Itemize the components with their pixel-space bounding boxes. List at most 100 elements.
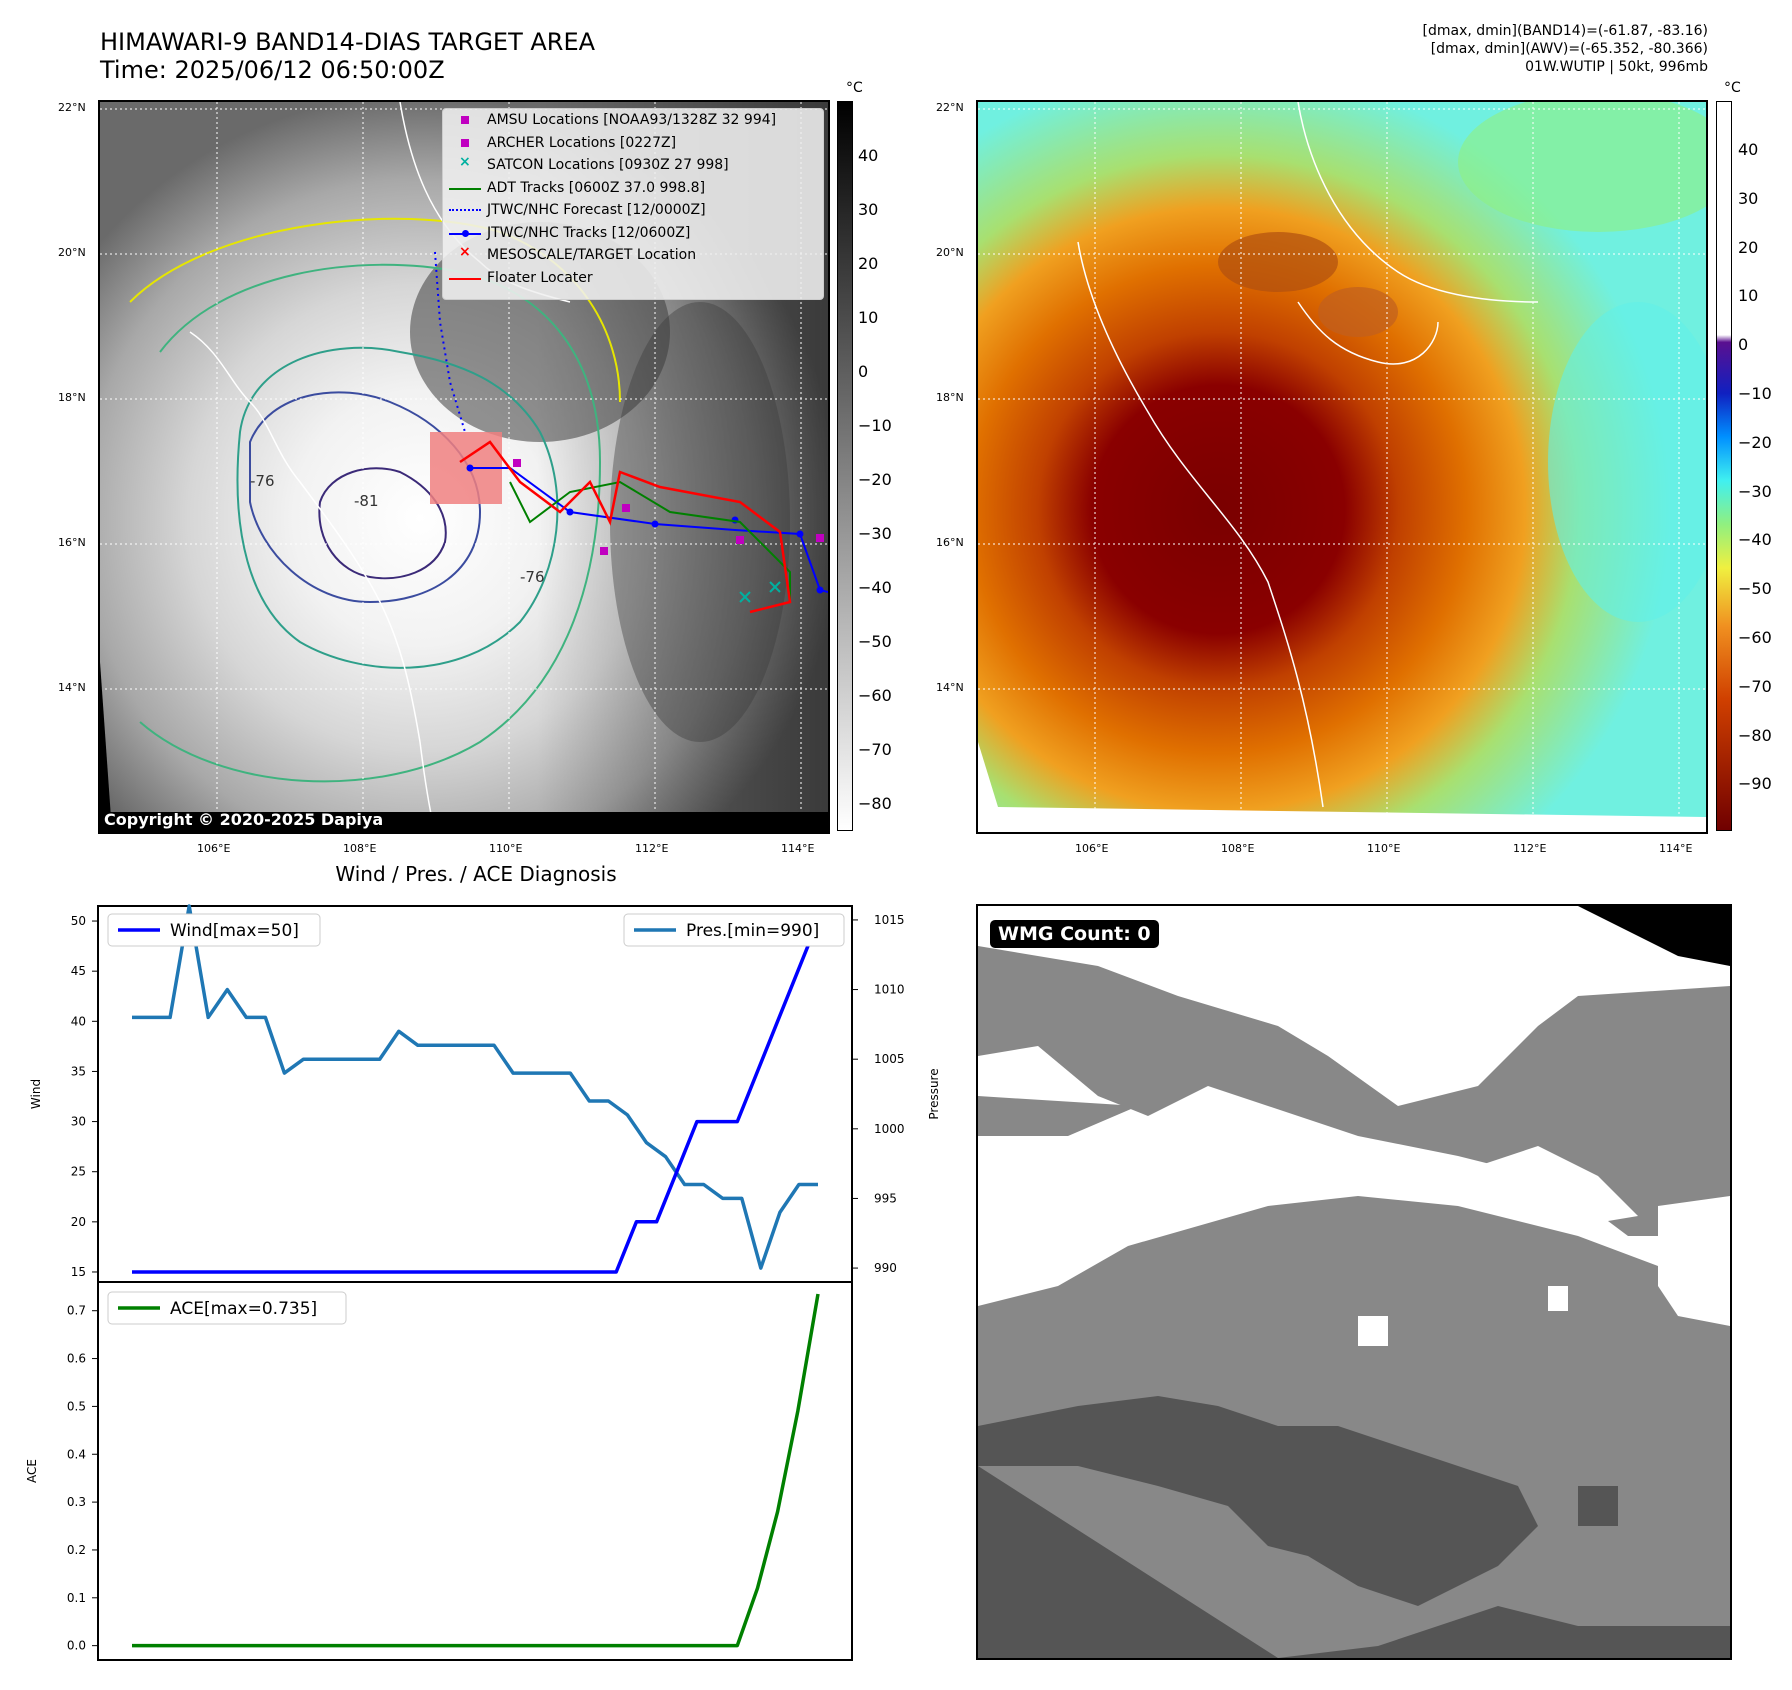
- legend-swatch: ×: [459, 154, 471, 171]
- pressure-legend-box: [623, 913, 845, 947]
- lat-label: 22°N: [58, 101, 86, 114]
- legend-label: ADT Tracks [0600Z 37.0 998.8]: [487, 179, 706, 196]
- jtwc-track-points: [466, 464, 824, 594]
- legend-label: AMSU Locations [NOAA93/1328Z 32 994]: [487, 112, 777, 129]
- colorbar-tick: −30: [1738, 481, 1772, 501]
- legend-entry: × SATCON Locations [0930Z 27 998]: [443, 154, 823, 177]
- ace-line: [132, 1293, 820, 1648]
- wmg-count-badge: WMG Count: 0: [990, 920, 1159, 948]
- legend-entry: ADT Tracks [0600Z 37.0 998.8]: [443, 177, 823, 200]
- wind-pressure-axes: [97, 905, 853, 1283]
- storm-info: 01W.WUTIP | 50kt, 996mb: [1525, 59, 1708, 75]
- colorbar-tick: −80: [858, 794, 892, 813]
- colorbar-tick: 20: [858, 254, 879, 273]
- lon-label: 106°E: [197, 842, 231, 855]
- legend-entry: JTWC/NHC Tracks [12/0600Z]: [443, 222, 823, 245]
- lat-label: 18°N: [936, 391, 964, 404]
- colorbar-unit: °C: [1724, 80, 1741, 96]
- colorbar-tick: −40: [1738, 530, 1772, 550]
- lat-label: 14°N: [936, 681, 964, 694]
- ace-axis-label: ACE: [25, 1459, 39, 1483]
- lat-label: 18°N: [58, 391, 86, 404]
- contour-label: -81: [354, 492, 379, 510]
- wind-tick-label: 20: [71, 1215, 86, 1229]
- ace-tick-label: 0.5: [67, 1399, 86, 1413]
- lat-label: 20°N: [58, 246, 86, 259]
- wind-tick-label: 45: [71, 964, 86, 978]
- pressure-tick-label: 990: [874, 1261, 897, 1275]
- lon-label: 112°E: [1513, 842, 1547, 855]
- track-legend: AMSU Locations [NOAA93/1328Z 32 994] ARCH…: [442, 108, 824, 300]
- wind-tick-label: 50: [71, 914, 86, 928]
- legend-label: ARCHER Locations [0227Z]: [487, 134, 677, 151]
- colorbar-unit: °C: [846, 80, 863, 96]
- legend-entry: JTWC/NHC Forecast [12/0000Z]: [443, 199, 823, 222]
- wind-tick-label: 25: [71, 1165, 86, 1179]
- colorbar-tick: −50: [1738, 579, 1772, 599]
- pressure-tick-label: 1000: [874, 1122, 905, 1136]
- colorbar-tick: 10: [1738, 286, 1759, 306]
- jtwc-track: [470, 467, 828, 593]
- pressure-tick-label: 1010: [874, 983, 905, 997]
- ace-legend-box: [107, 1291, 347, 1325]
- colorbar-tick: −10: [858, 416, 892, 435]
- colorbar-tick: −70: [858, 740, 892, 759]
- wind-line: [132, 920, 820, 1274]
- legend-swatch: [443, 180, 487, 196]
- awv-map: [976, 100, 1708, 834]
- gray-colorbar: [837, 101, 853, 831]
- colorbar-tick: −20: [858, 470, 892, 489]
- jtwc-forecast-track: [434, 251, 466, 433]
- legend-swatch: [443, 112, 487, 128]
- legend-entry: AMSU Locations [NOAA93/1328Z 32 994]: [443, 109, 823, 132]
- lon-label: 114°E: [1659, 842, 1693, 855]
- colorbar-tick: 20: [1738, 237, 1759, 257]
- awv-stats: [dmax, dmin](AWV)=(-65.352, -80.366): [1430, 41, 1708, 57]
- lat-label: 16°N: [936, 536, 964, 549]
- lon-label: 110°E: [1367, 842, 1401, 855]
- colorbar-tick: 30: [1738, 188, 1759, 208]
- wmg-image: [978, 906, 1730, 1658]
- pressure-line: [132, 904, 818, 1270]
- lat-label: 14°N: [58, 681, 86, 694]
- pressure-tick-label: 1005: [874, 1052, 905, 1066]
- ace-tick-label: 0.3: [67, 1495, 86, 1509]
- pressure-tick-label: 995: [874, 1191, 897, 1205]
- awv-colorbar: [1716, 101, 1732, 831]
- legend-swatch: [443, 225, 487, 241]
- band14-stats: [dmax, dmin](BAND14)=(-61.87, -83.16): [1422, 23, 1709, 39]
- pressure-legend-label: Pres.[min=990]: [686, 921, 819, 941]
- ace-tick-label: 0.2: [67, 1543, 86, 1557]
- colorbar-tick: −40: [858, 578, 892, 597]
- amsu-markers: [513, 459, 824, 555]
- adt-track: [509, 480, 791, 602]
- contour-label: -76: [520, 568, 545, 586]
- pressure-axis-label: Pressure: [927, 1068, 941, 1119]
- legend-entry: Floater Locater: [443, 267, 823, 290]
- legend-swatch: [443, 202, 487, 218]
- ace-tick-label: 0.1: [67, 1591, 86, 1605]
- wind-legend-box: [107, 913, 321, 947]
- awv-grid: [978, 102, 1706, 832]
- colorbar-tick: −60: [1738, 628, 1772, 647]
- colorbar-tick: −70: [1738, 676, 1772, 696]
- legend-label: Floater Locater: [487, 269, 593, 286]
- lon-label: 106°E: [1075, 842, 1109, 855]
- legend-swatch: [443, 135, 487, 151]
- lon-label: 114°E: [781, 842, 815, 855]
- colorbar-tick: 0: [858, 362, 869, 381]
- satcon-markers: [739, 581, 781, 603]
- ace-legend-label: ACE[max=0.735]: [170, 1299, 317, 1319]
- ace-tick-label: 0.7: [67, 1304, 86, 1318]
- lat-label: 16°N: [58, 536, 86, 549]
- wind-tick-label: 30: [71, 1115, 86, 1129]
- colorbar-tick: 40: [858, 146, 879, 165]
- legend-label: JTWC/NHC Forecast [12/0000Z]: [487, 202, 706, 219]
- wmg-panel: WMG Count: 0: [976, 904, 1732, 1660]
- lon-label: 110°E: [489, 842, 523, 855]
- wind-tick-label: 40: [71, 1014, 86, 1028]
- legend-label: SATCON Locations [0930Z 27 998]: [487, 157, 729, 174]
- ace-tick-label: 0.4: [67, 1447, 86, 1461]
- wind-tick-label: 15: [71, 1265, 86, 1279]
- stats-block: [dmax, dmin](BAND14)=(-61.87, -83.16) [d…: [1423, 22, 1709, 76]
